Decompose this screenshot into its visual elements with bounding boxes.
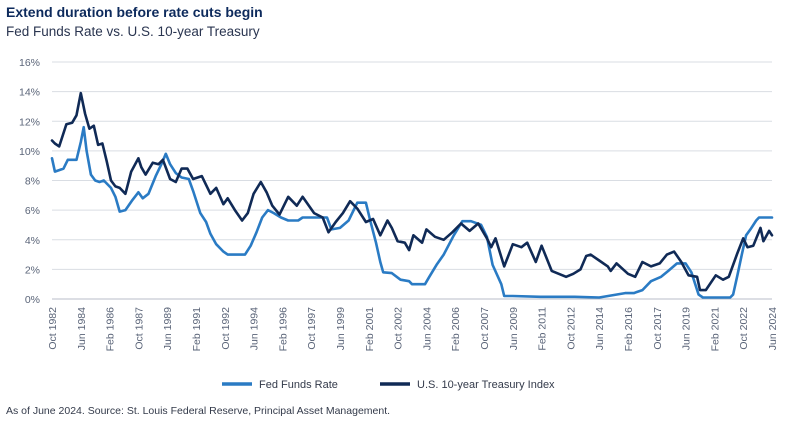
x-tick-label: Oct 1987 [133, 307, 145, 350]
y-axis: 0% 2% 4% 6% 8% 10% 12% 14% 16% [19, 57, 40, 306]
x-tick-label: Oct 1982 [47, 307, 59, 350]
y-tick-label: 4% [25, 235, 40, 247]
series-lines [50, 91, 774, 299]
x-tick-label: Feb 1996 [277, 307, 289, 352]
y-tick-label: 0% [25, 294, 40, 306]
y-tick-label: 14% [19, 87, 40, 99]
x-tick-label: Feb 2016 [623, 307, 635, 352]
x-tick-label: Oct 2017 [652, 307, 664, 350]
source-note: As of June 2024. Source: St. Louis Feder… [6, 405, 391, 417]
y-tick-label: 16% [19, 57, 40, 69]
x-tick-label: Feb 1991 [191, 307, 203, 352]
x-tick-label: Jun 1984 [76, 307, 88, 350]
x-tick-label: Feb 2011 [537, 307, 549, 351]
chart-title: Extend duration before rate cuts begin [6, 4, 263, 20]
x-tick-label: Feb 2001 [364, 307, 376, 352]
x-tick-label: Feb 2021 [709, 307, 721, 352]
x-tick-label: Oct 2022 [738, 307, 750, 350]
series-line-fed-funds [50, 125, 774, 299]
y-tick-label: 8% [25, 176, 40, 188]
x-tick-label: Jun 2009 [508, 307, 520, 350]
y-tick-label: 6% [25, 205, 40, 217]
x-axis: Oct 1982 Jun 1984 Feb 1986 Oct 1987 Jun 1989… [47, 307, 779, 352]
x-tick-label: Feb 1986 [105, 307, 117, 352]
x-tick-label: Oct 2002 [393, 307, 405, 350]
legend-label-treasury: U.S. 10-year Treasury Index [417, 379, 555, 391]
legend: Fed Funds Rate U.S. 10-year Treasury Ind… [222, 379, 555, 391]
x-tick-label: Oct 1992 [220, 307, 232, 350]
chart-subtitle: Fed Funds Rate vs. U.S. 10-year Treasury [6, 24, 260, 39]
legend-label-fed-funds: Fed Funds Rate [259, 379, 338, 391]
x-tick-label: Jun 2004 [421, 307, 433, 350]
x-tick-label: Feb 2006 [450, 307, 462, 352]
x-tick-label: Oct 2012 [565, 307, 577, 350]
x-tick-label: Jun 1999 [335, 307, 347, 350]
x-tick-label: Jun 2019 [681, 307, 693, 350]
y-tick-label: 12% [19, 116, 40, 128]
y-tick-label: 10% [19, 146, 40, 158]
x-tick-label: Oct 1997 [306, 307, 318, 350]
x-tick-label: Jun 1994 [249, 307, 261, 350]
gridlines [52, 61, 772, 300]
x-tick-label: Jun 2024 [767, 307, 779, 350]
x-tick-label: Jun 1989 [162, 307, 174, 350]
series-line-treasury [50, 91, 774, 292]
x-tick-label: Oct 2007 [479, 307, 491, 350]
y-tick-label: 2% [25, 264, 40, 276]
x-tick-label: Jun 2014 [594, 307, 606, 350]
